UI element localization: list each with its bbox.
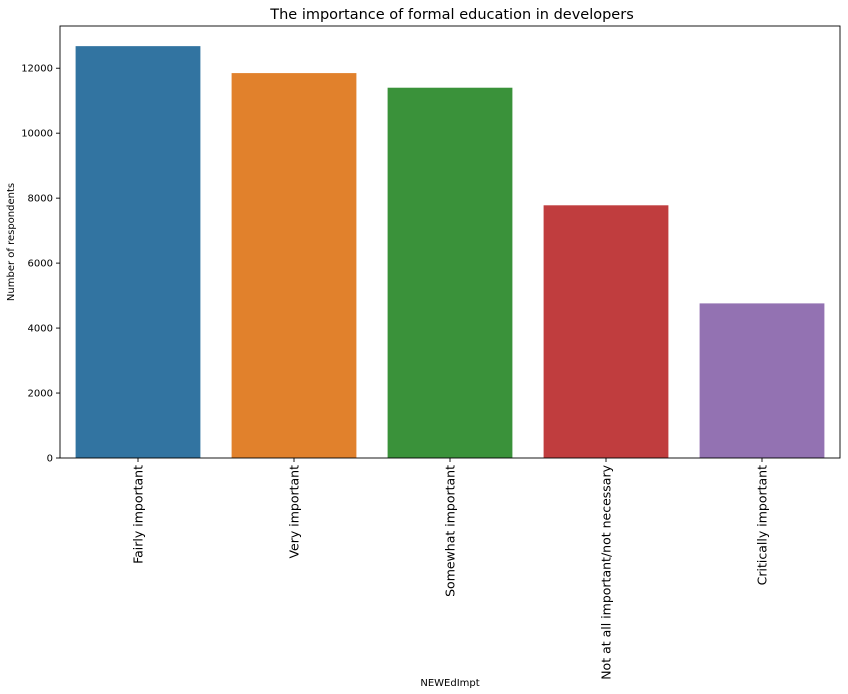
y-tick-label-1: 2000 bbox=[28, 389, 53, 400]
bar-2 bbox=[387, 87, 513, 459]
bars-group bbox=[75, 46, 825, 459]
y-tick-label-6: 12000 bbox=[21, 64, 53, 75]
y-tick-label-4: 8000 bbox=[28, 194, 53, 205]
x-axis: Fairly important Very important Somewhat i… bbox=[131, 458, 770, 680]
bar-1 bbox=[231, 73, 357, 458]
y-tick-label-2: 4000 bbox=[28, 324, 53, 335]
y-tick-label-3: 6000 bbox=[28, 259, 53, 270]
y-axis-label: Number of respondents bbox=[6, 183, 17, 301]
bar-4 bbox=[699, 303, 825, 458]
x-tick-label-1: Very important bbox=[287, 465, 302, 559]
x-tick-label-4: Critically important bbox=[755, 465, 770, 585]
x-axis-label: NEWEdImpt bbox=[420, 678, 479, 689]
y-axis: 0 2000 4000 6000 8000 10000 12000 bbox=[21, 64, 60, 465]
chart-title: The importance of formal education in de… bbox=[269, 7, 634, 23]
y-tick-label-0: 0 bbox=[47, 454, 53, 465]
x-tick-label-0: Fairly important bbox=[131, 465, 146, 564]
bar-3 bbox=[543, 205, 669, 458]
bar-0 bbox=[75, 46, 201, 458]
y-tick-label-5: 10000 bbox=[21, 129, 53, 140]
x-tick-label-2: Somewhat important bbox=[443, 465, 458, 597]
x-tick-label-3: Not at all important/not necessary bbox=[599, 464, 614, 679]
